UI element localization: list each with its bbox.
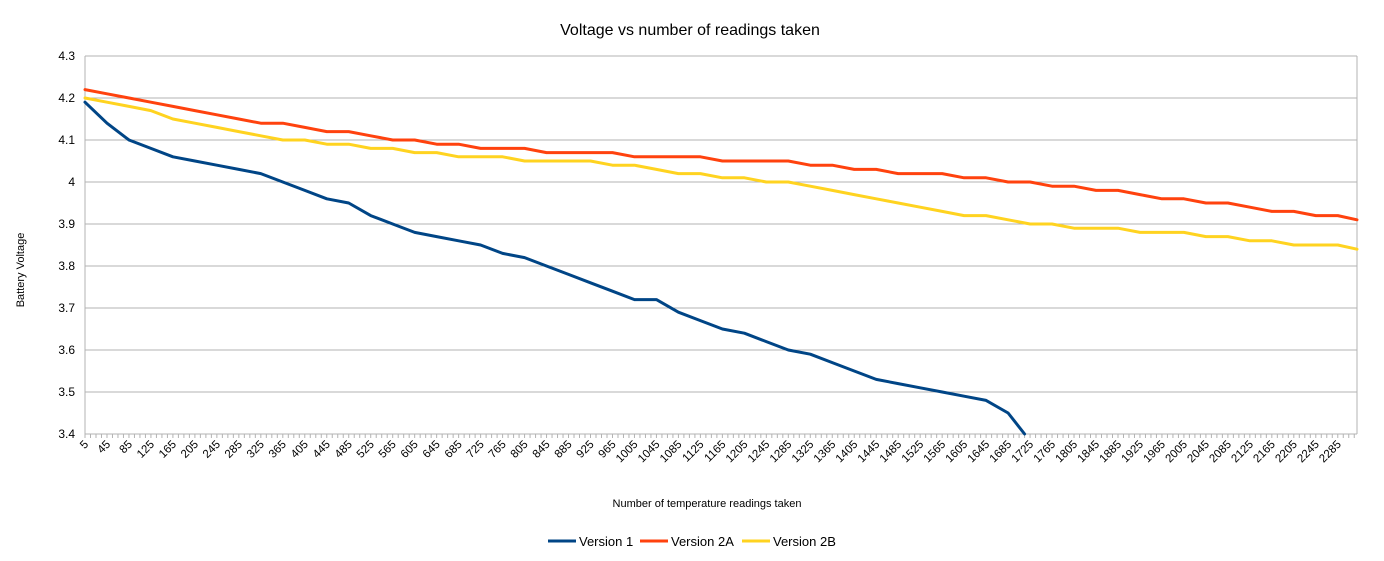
x-tick-label: 2165 [1251, 439, 1278, 466]
x-tick-label: 725 [465, 439, 487, 461]
x-tick-label: 2285 [1317, 439, 1344, 466]
x-tick-label: 1805 [1054, 439, 1081, 466]
y-tick-label: 4.2 [58, 91, 75, 105]
x-tick-label: 2205 [1273, 439, 1300, 466]
x-tick-label: 1525 [900, 439, 927, 466]
y-tick-label: 3.4 [58, 427, 75, 441]
x-tick-label: 1245 [746, 439, 773, 466]
y-tick-label: 3.6 [58, 343, 75, 357]
x-tick-label: 1885 [1098, 439, 1125, 466]
y-tick-label: 3.9 [58, 217, 75, 231]
x-tick-label: 1405 [834, 439, 861, 466]
x-tick-label: 125 [135, 439, 157, 461]
x-tick-label: 285 [223, 439, 245, 461]
x-tick-label: 1725 [1010, 439, 1037, 466]
x-tick-label: 405 [289, 439, 311, 461]
x-tick-label: 885 [553, 439, 575, 461]
x-tick-label: 5 [78, 439, 91, 452]
legend-label: Version 1 [579, 534, 633, 549]
x-tick-label: 325 [245, 439, 267, 461]
x-tick-label: 685 [443, 439, 465, 461]
x-tick-label: 165 [157, 439, 179, 461]
x-tick-label: 1485 [878, 439, 905, 466]
x-tick-label: 1285 [768, 439, 795, 466]
legend-label: Version 2A [671, 534, 734, 549]
x-tick-label: 1165 [703, 439, 729, 465]
y-tick-label: 3.5 [58, 385, 75, 399]
x-tick-label: 765 [487, 439, 509, 461]
legend: Version 1 Version 2A Version 2B [548, 534, 836, 549]
y-tick-label: 3.7 [58, 301, 75, 315]
series-line-version-2a [83, 88, 1359, 222]
x-axis-title: Number of temperature readings taken [613, 498, 802, 510]
x-tick-label: 1765 [1032, 439, 1059, 466]
x-tick-label: 485 [333, 439, 355, 461]
x-tick-label: 2125 [1229, 439, 1256, 466]
x-tick-label: 525 [355, 439, 377, 461]
x-tick-label: 1205 [724, 439, 751, 466]
x-tick-label: 1565 [922, 439, 949, 466]
x-tick-label: 645 [421, 439, 443, 461]
x-tick-label: 1925 [1120, 439, 1147, 466]
x-tick-label: 85 [118, 439, 136, 457]
x-tick-label: 1965 [1141, 439, 1168, 466]
x-tick-label: 205 [179, 439, 201, 461]
series-line-version-2b [83, 96, 1359, 251]
x-tick-label: 1005 [614, 439, 641, 466]
x-tick-label: 1605 [944, 439, 971, 466]
x-tick-label: 2085 [1207, 439, 1234, 466]
chart-title: Voltage vs number of readings taken [560, 22, 820, 39]
y-tick-label: 3.8 [58, 259, 75, 273]
x-tick-label: 2045 [1185, 439, 1212, 466]
x-tick-label: 2245 [1295, 439, 1322, 466]
x-tick-label: 445 [311, 439, 333, 461]
x-tick-label: 1845 [1076, 439, 1103, 466]
x-tick-label: 365 [267, 439, 289, 461]
x-tick-label: 845 [531, 439, 553, 461]
series-line-version-1 [83, 100, 1027, 436]
series-lines [83, 88, 1359, 436]
x-tick-label: 2005 [1163, 439, 1190, 466]
x-tick-label: 805 [509, 439, 531, 461]
axes [84, 56, 1358, 438]
x-tick-label: 45 [96, 439, 114, 457]
y-tick-label: 4.1 [58, 133, 75, 147]
x-tick-labels: 5 45 85 125 165 205 245 285 325 365 405 445 485 525 56… [78, 439, 1344, 466]
x-tick-label: 1685 [988, 439, 1015, 466]
x-tick-label: 1645 [966, 439, 993, 466]
x-tick-label: 605 [399, 439, 421, 461]
x-tick-label: 1325 [790, 439, 817, 466]
legend-label: Version 2B [773, 534, 836, 549]
x-tick-label: 565 [377, 439, 399, 461]
x-tick-label: 1085 [658, 439, 685, 466]
y-tick-label: 4 [68, 175, 75, 189]
y-tick-label: 4.3 [58, 49, 75, 63]
x-tick-label: 1125 [681, 439, 707, 465]
x-tick-label: 1445 [856, 439, 883, 466]
y-tick-labels: 3.4 3.5 3.6 3.7 3.8 3.9 4 4.1 4.2 4.3 [58, 49, 75, 441]
x-tick-label: 1045 [636, 439, 663, 466]
gridlines [85, 55, 1357, 435]
x-tick-label: 1365 [812, 439, 839, 466]
x-tick-label: 245 [201, 439, 223, 461]
x-tick-label: 925 [575, 439, 597, 461]
y-axis-title: Battery Voltage [15, 233, 27, 308]
